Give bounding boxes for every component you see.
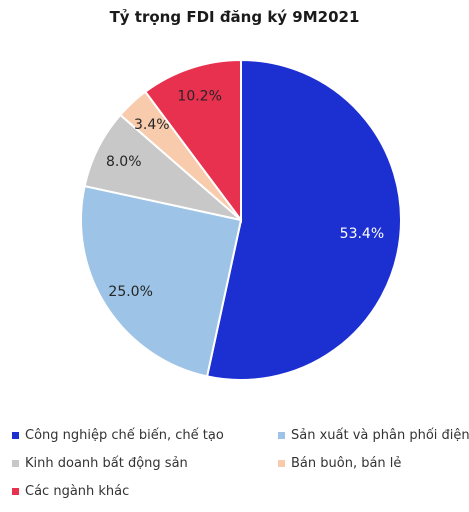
legend-item: Kinh doanh bất động sản bbox=[12, 456, 188, 471]
legend-swatch bbox=[12, 488, 19, 495]
slice-data-label: 10.2% bbox=[177, 88, 221, 104]
slice-data-label: 53.4% bbox=[340, 226, 384, 242]
legend-swatch bbox=[12, 460, 19, 467]
pie-slice-1 bbox=[205, 58, 402, 381]
legend-swatch bbox=[278, 460, 285, 467]
legend-label: Kinh doanh bất động sản bbox=[25, 456, 188, 471]
slice-data-label: 25.0% bbox=[108, 284, 152, 300]
legend-label: Các ngành khác bbox=[25, 484, 130, 499]
slice-data-label: 8.0% bbox=[106, 154, 142, 170]
legend-item: Bán buôn, bán lẻ bbox=[278, 456, 401, 471]
legend-swatch bbox=[278, 432, 285, 439]
pie-slice-5 bbox=[143, 58, 242, 224]
legend-swatch bbox=[12, 432, 19, 439]
legend-label: Sản xuất và phân phối điện bbox=[291, 428, 469, 443]
legend-label: Bán buôn, bán lẻ bbox=[291, 456, 402, 471]
pie-slice-2 bbox=[80, 184, 243, 378]
slice-data-label: 3.4% bbox=[134, 117, 170, 133]
chart-title: Tỷ trọng FDI đăng ký 9M2021 bbox=[109, 8, 360, 26]
legend-item: Sản xuất và phân phối điện bbox=[278, 428, 469, 443]
legend-label: Công nghiệp chế biến, chế tạo bbox=[25, 428, 224, 443]
pie-chart: 53.4% 25.0% 8.0% 3.4% 10.2% bbox=[80, 58, 402, 381]
legend-item: Các ngành khác bbox=[12, 484, 129, 499]
legend-item: Công nghiệp chế biến, chế tạo bbox=[12, 428, 224, 443]
